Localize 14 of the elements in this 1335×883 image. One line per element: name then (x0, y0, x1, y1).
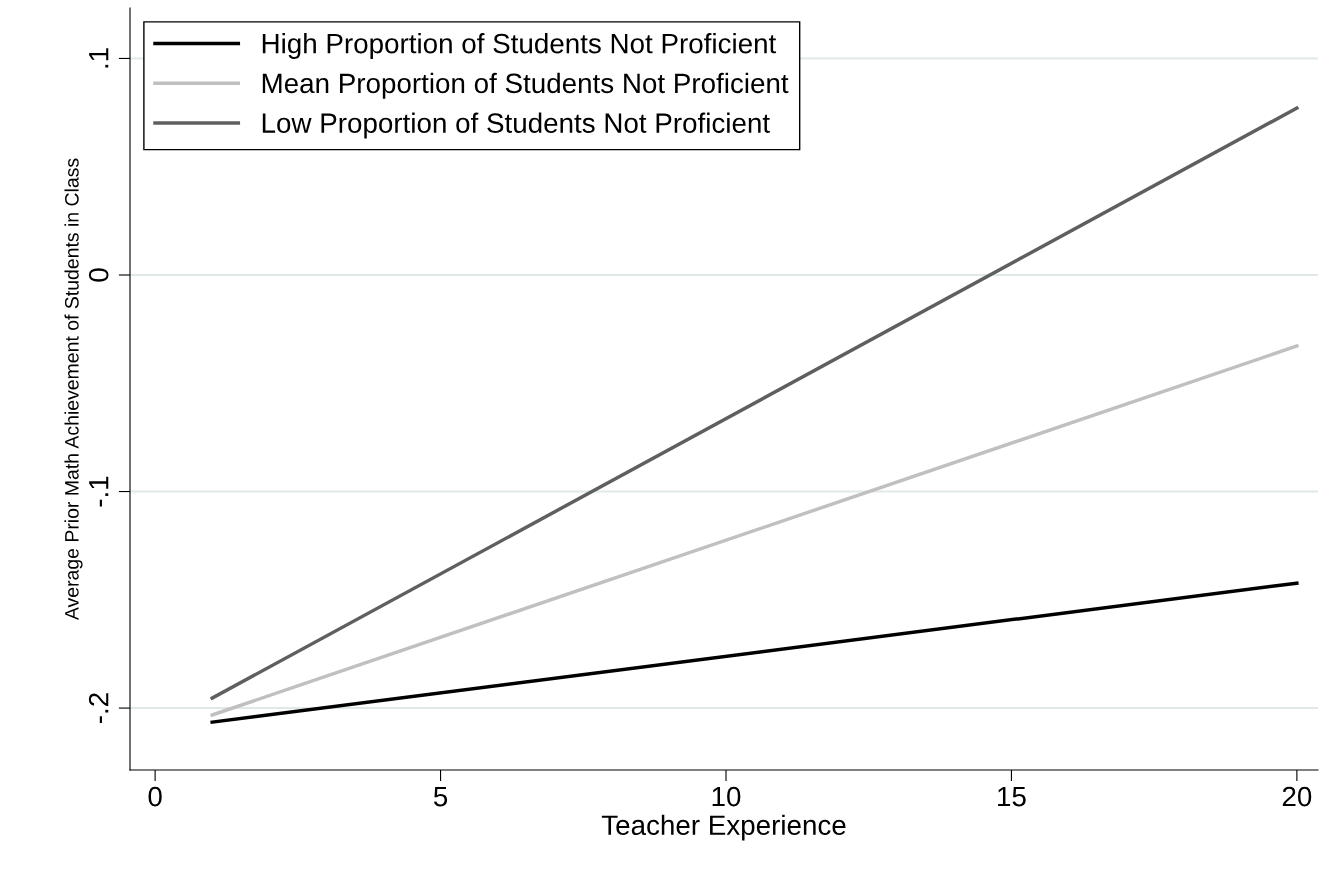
x-tick-label: 15 (998, 786, 1026, 807)
legend-label: Mean Proportion of Students Not Proficient (262, 72, 789, 99)
x-axis-title: Teacher Experience (601, 814, 846, 841)
x-tick-label: 10 (712, 786, 741, 807)
y-tick-label: 0 (88, 268, 109, 282)
legend-label: High Proportion of Students Not Proficient (262, 33, 777, 59)
x-tick-label: 20 (1282, 786, 1312, 807)
y-axis-title: Average Prior Math Achievement of Students in Class (64, 158, 83, 621)
x-tick-label: 0 (148, 786, 162, 807)
legend-label: Low Proportion of Students Not Proficient (262, 112, 770, 139)
y-tick-label: -.1 (89, 476, 109, 507)
y-tick-label: -.2 (88, 693, 109, 724)
x-tick-label: 5 (433, 786, 448, 807)
y-tick-label: .1 (89, 48, 109, 68)
